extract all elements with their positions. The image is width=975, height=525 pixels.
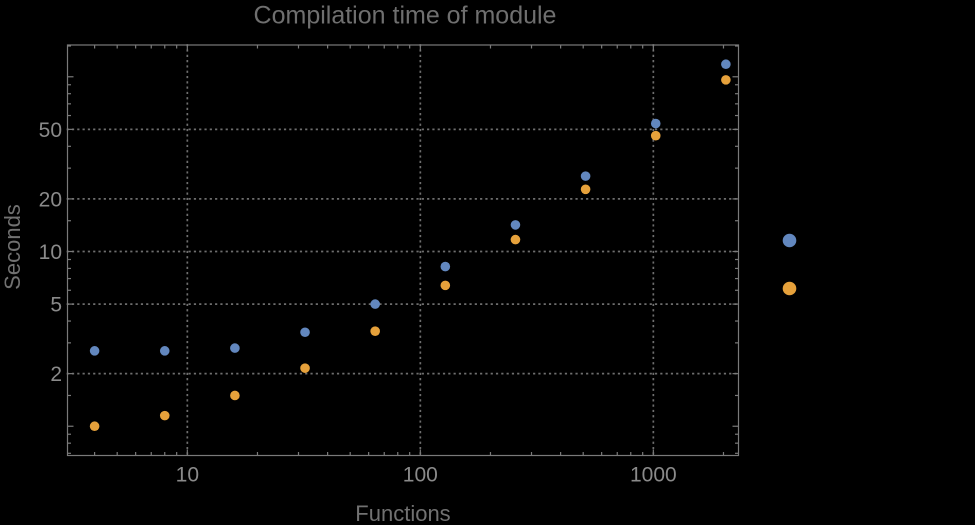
data-point-blue xyxy=(580,171,591,181)
grid-lines xyxy=(66,44,740,457)
data-point-orange xyxy=(300,363,310,373)
data-point-blue xyxy=(89,346,100,356)
data-point-blue xyxy=(159,346,170,356)
data-point-orange xyxy=(230,390,240,401)
data-point-orange xyxy=(440,280,451,291)
legend xyxy=(782,233,797,296)
data-point-blue xyxy=(721,59,731,70)
y-tick-label: 50 xyxy=(39,119,62,142)
chart-title: Compilation time of module xyxy=(253,1,557,30)
data-point-blue xyxy=(510,220,521,230)
data-point-blue xyxy=(370,299,380,309)
x-tick-label: 100 xyxy=(403,464,438,487)
data-point-orange xyxy=(159,410,170,421)
data-point-blue xyxy=(230,343,240,353)
data-point-blue xyxy=(650,118,661,129)
y-axis-label: Seconds xyxy=(0,204,25,290)
data-point-orange xyxy=(510,234,521,245)
x-axis-label: Functions xyxy=(355,501,451,525)
plot-frame xyxy=(66,44,740,457)
y-tick-label: 20 xyxy=(39,188,62,211)
series-blue xyxy=(89,59,731,356)
data-point-orange xyxy=(370,326,380,336)
x-tick-label: 1000 xyxy=(630,464,677,487)
data-point-orange xyxy=(580,184,591,195)
data-point-orange xyxy=(650,130,661,141)
y-tick-label: 2 xyxy=(50,363,62,386)
y-tick-label: 5 xyxy=(50,294,62,317)
legend-marker-blue xyxy=(782,233,797,248)
tick-labels: 10 100 1000 2 5 10 20 50 xyxy=(39,119,677,487)
data-point-orange xyxy=(89,421,100,432)
data-point-orange xyxy=(721,75,731,85)
data-point-blue xyxy=(300,327,310,338)
x-tick-label: 10 xyxy=(176,464,199,487)
y-tick-label: 10 xyxy=(39,241,62,264)
legend-marker-orange xyxy=(782,281,797,296)
data-point-blue xyxy=(440,261,451,272)
axis-ticks xyxy=(67,45,739,456)
series-orange xyxy=(89,75,731,432)
